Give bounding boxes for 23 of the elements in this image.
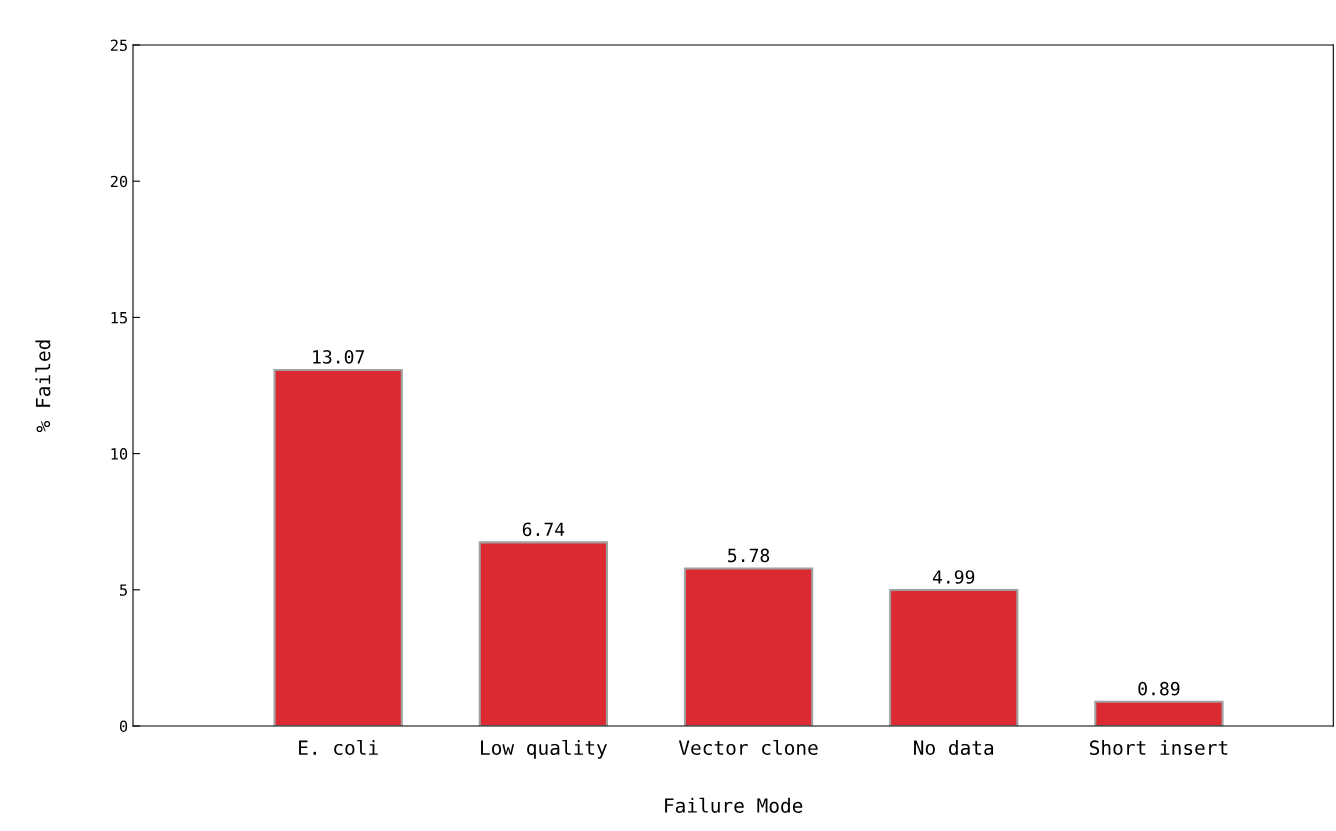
bar [683, 567, 814, 726]
data-label: 13.07 [313, 350, 364, 364]
y-tick-label: 20 [110, 175, 128, 188]
x-tick-label: Low quality [481, 739, 607, 759]
x-tick-label: No data [914, 739, 994, 756]
y-axis-title: % Failed [35, 340, 51, 433]
x-tick-label: E. coli [299, 739, 378, 756]
data-label: 4.99 [932, 570, 975, 584]
y-tick-label: 5 [120, 584, 127, 596]
y-tick-label: 15 [111, 312, 127, 324]
x-axis-title: Failure Mode [665, 797, 803, 813]
bar [889, 589, 1019, 726]
y-tick-label: 25 [110, 39, 127, 52]
data-label: 6.74 [522, 522, 565, 537]
bar [273, 368, 403, 726]
x-tick-label: Vector clone [678, 739, 818, 756]
data-label: 5.78 [728, 548, 770, 563]
y-tick-label: 0 [119, 720, 128, 733]
y-tick-label: 10 [111, 448, 128, 460]
x-tick-label: Short insert [1090, 739, 1228, 756]
bar [478, 541, 609, 726]
bar [1094, 700, 1224, 726]
data-label: 0.89 [1138, 681, 1180, 696]
